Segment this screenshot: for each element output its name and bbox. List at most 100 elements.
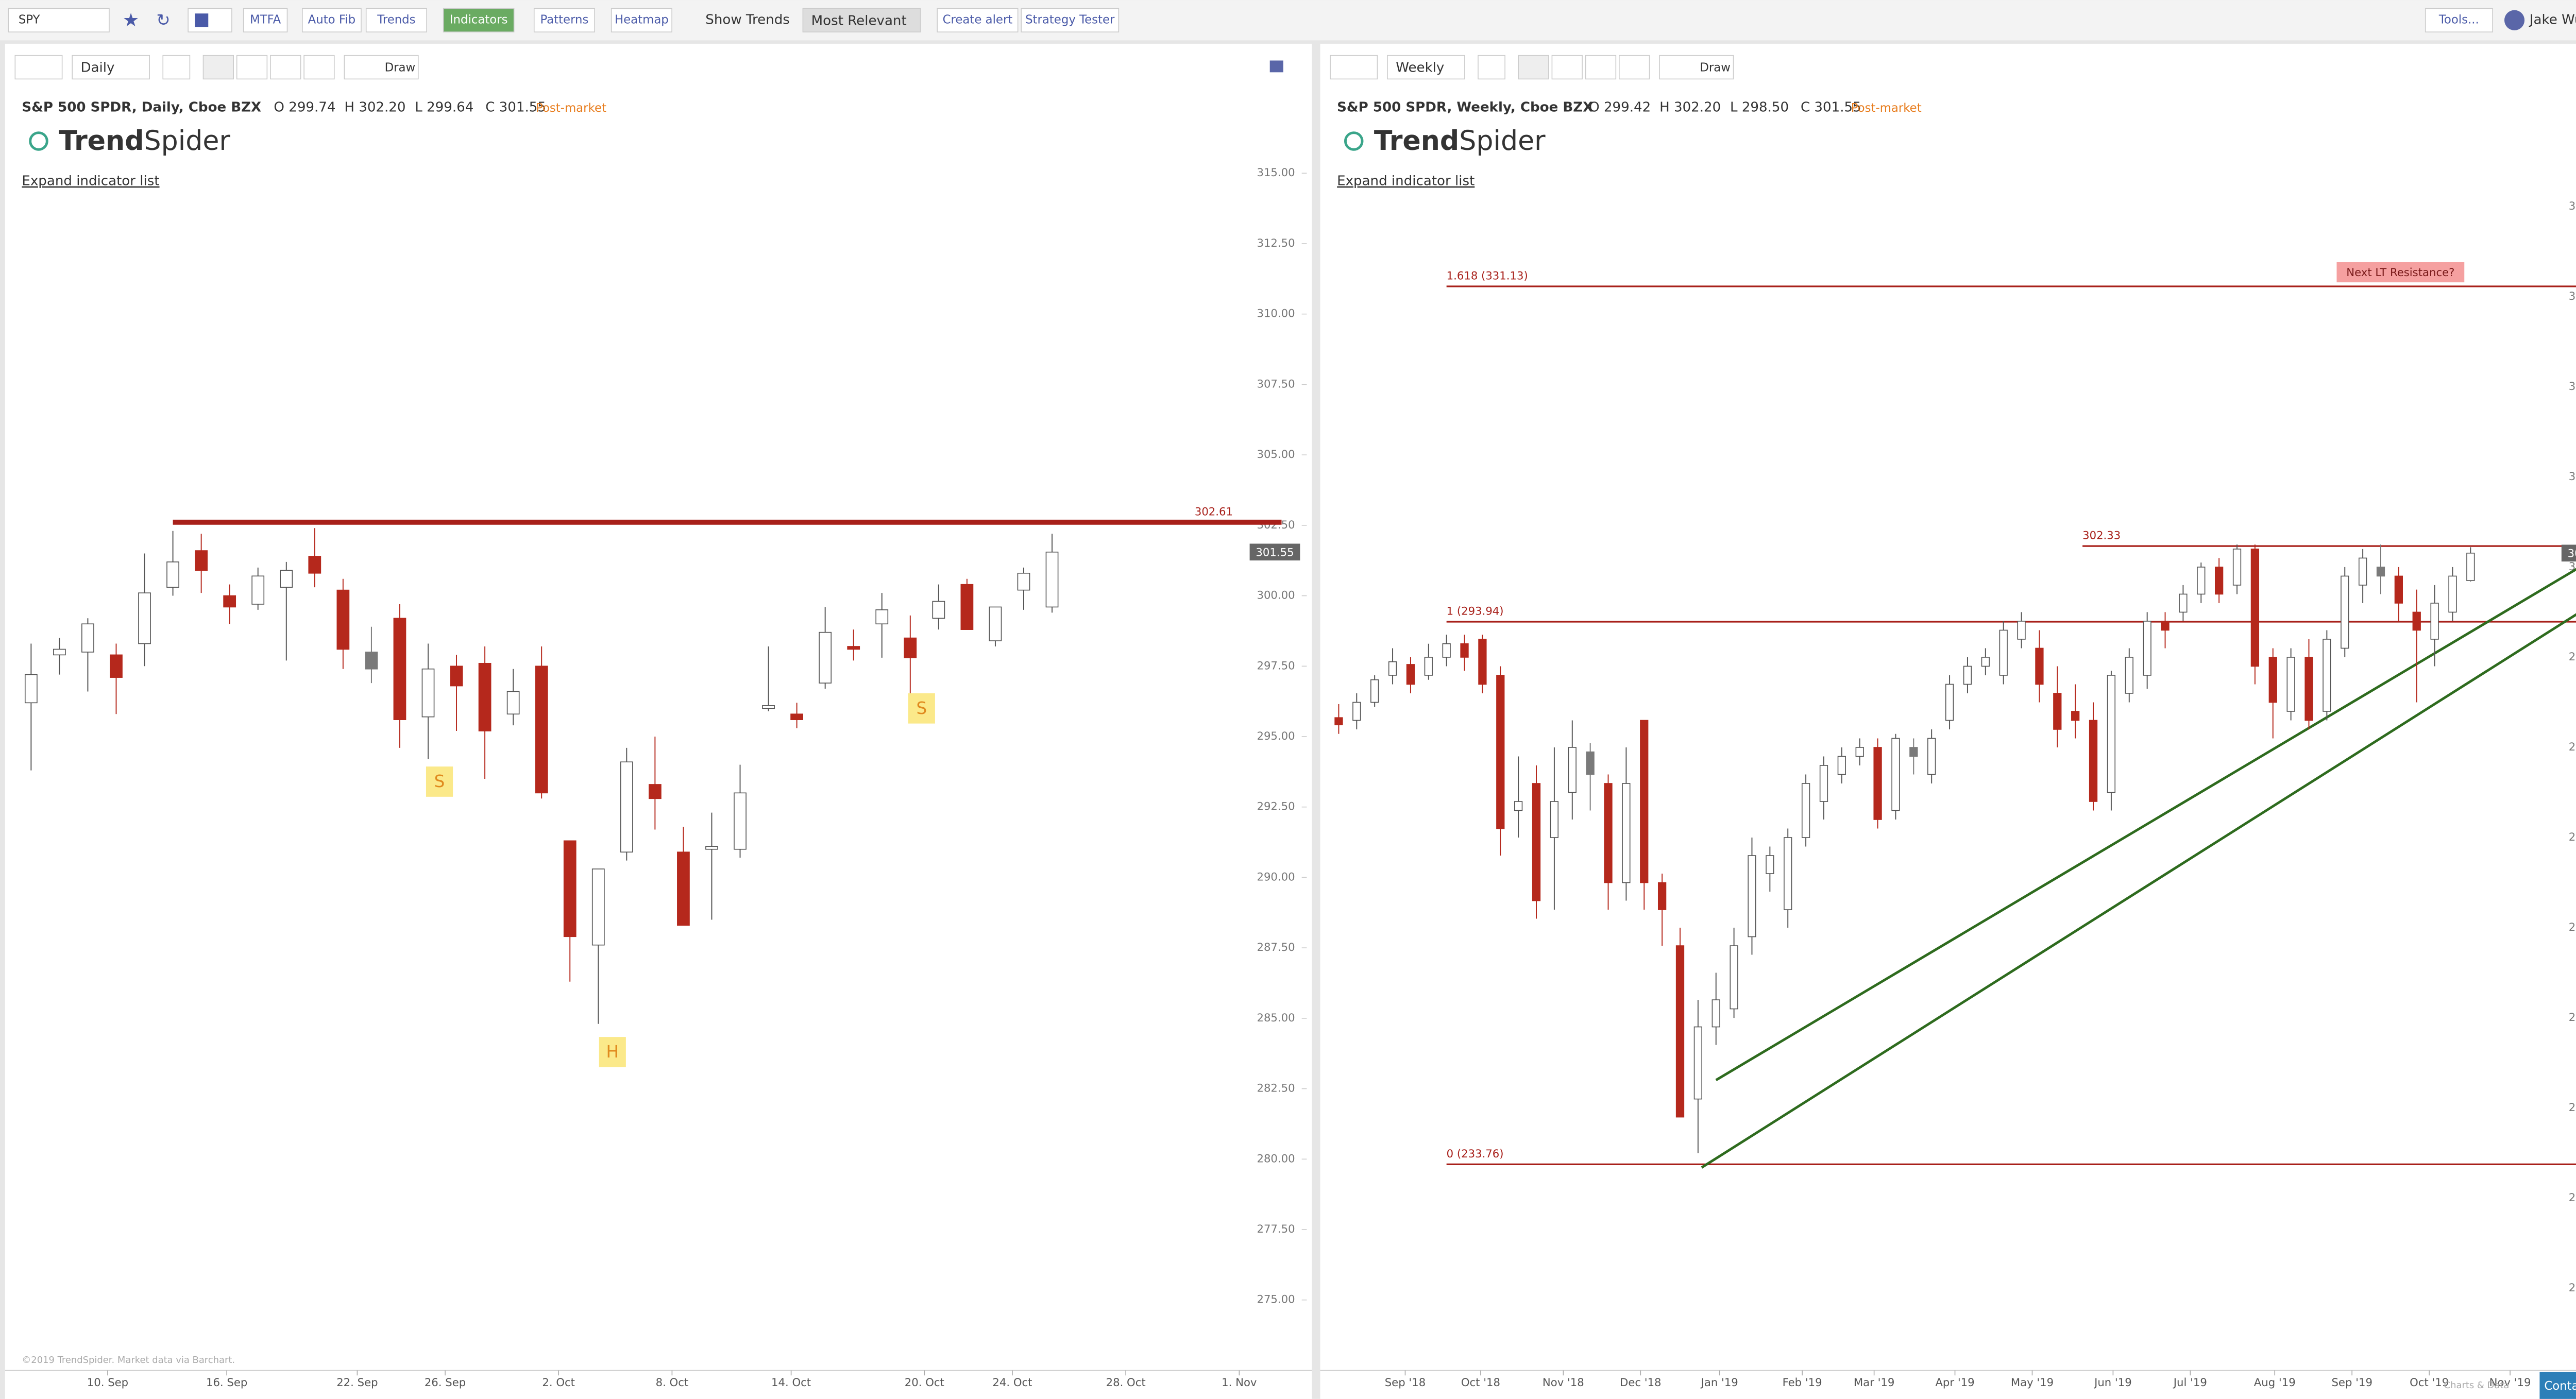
level-label: 0 (233.76) — [1447, 1147, 1504, 1160]
candle-body — [2017, 621, 2026, 640]
y-tick-label: 220.00 — [2569, 1281, 2576, 1294]
tool-button[interactable] — [1619, 55, 1650, 80]
toolbar — [0, 0, 2576, 41]
candle-body — [393, 618, 406, 720]
candle-body — [1496, 675, 1505, 829]
candle-body — [280, 570, 293, 588]
candle-body — [1748, 855, 1756, 937]
candle-body — [1640, 720, 1649, 883]
settings-button[interactable] — [1478, 55, 1505, 80]
y-tick-label: 315.00 — [1257, 166, 1295, 179]
chart-type-button[interactable] — [14, 55, 63, 80]
candle-body — [251, 575, 265, 605]
level-label: 302.61 — [1195, 505, 1233, 518]
candle-body — [1514, 801, 1523, 811]
expand-indicators[interactable]: Expand indicator list — [1337, 174, 1475, 189]
tool-button[interactable] — [202, 55, 234, 80]
y-tick-label: 230.00 — [2569, 1191, 2576, 1204]
candle-body — [960, 584, 974, 630]
y-tick-label: 240.00 — [2569, 1101, 2576, 1114]
symbol-input[interactable] — [8, 8, 110, 32]
toolbar-action-label: Strategy Tester — [1025, 13, 1115, 27]
candle-body — [24, 674, 38, 704]
expand-indicators[interactable]: Expand indicator list — [22, 174, 159, 189]
x-tick-label: Aug '19 — [2254, 1376, 2296, 1389]
candle-body — [53, 649, 66, 656]
tool-button[interactable] — [1518, 55, 1549, 80]
toolbar-button-label: Auto Fib — [308, 13, 355, 27]
tool-button[interactable] — [236, 55, 268, 80]
toolbar-button[interactable] — [611, 8, 672, 32]
refresh-icon[interactable]: ↻ — [156, 10, 170, 30]
star-icon[interactable]: ★ — [123, 10, 139, 31]
y-tick-label: 280.00 — [2569, 740, 2576, 753]
interval-label: Weekly — [1396, 60, 1444, 76]
toolbar-button[interactable] — [533, 8, 595, 32]
contact-label: Contact us — [2544, 1379, 2576, 1393]
contact-button[interactable] — [2539, 1372, 2576, 1399]
show-trends-label: Show Trends — [705, 12, 790, 28]
tool-button[interactable] — [1551, 55, 1583, 80]
y-tick-label: 275.00 — [1257, 1293, 1295, 1306]
draw-button[interactable] — [344, 55, 419, 80]
last-price-box — [1249, 543, 1300, 561]
candle-body — [677, 851, 690, 926]
x-tick-label: Sep '19 — [2331, 1376, 2372, 1389]
x-tick-label: 22. Sep — [336, 1376, 378, 1389]
pattern-label: H — [606, 1042, 619, 1062]
candle-body — [195, 550, 208, 571]
toolbar-button-label: Trends — [377, 13, 415, 27]
candle-body — [336, 589, 350, 650]
ohlc-value: H 302.20 — [1659, 99, 1721, 115]
session: Post-market — [1851, 101, 1922, 115]
pattern-marker — [426, 766, 453, 797]
ohlc-value: L 299.64 — [415, 99, 473, 115]
toolbar-button[interactable] — [302, 8, 362, 32]
x-tick-label: Jan '19 — [1700, 1376, 1738, 1389]
interval-select[interactable] — [72, 55, 150, 80]
candle-body — [1873, 747, 1882, 820]
toolbar-button[interactable] — [443, 8, 515, 32]
toolbar-action[interactable] — [1021, 8, 1120, 32]
screenshot-button[interactable] — [1269, 60, 1283, 73]
candle-body — [1927, 738, 1936, 775]
candle-body — [1981, 657, 1990, 667]
y-tick-label: 300.00 — [1257, 589, 1295, 602]
candle-body — [2466, 552, 2475, 581]
candle-body — [1045, 551, 1059, 608]
candle-body — [2143, 621, 2151, 676]
y-tick-label: 282.50 — [1257, 1082, 1295, 1095]
candle-body — [1388, 661, 1397, 676]
toolbar-button[interactable] — [243, 8, 288, 32]
last-price-label: 301.55 — [1256, 545, 1294, 558]
tools-button[interactable] — [2425, 8, 2493, 32]
x-tick-label: 28. Oct — [1106, 1376, 1146, 1389]
sort-label: Most Relevant — [811, 13, 907, 28]
candle-body — [2376, 567, 2385, 577]
candle-body — [2161, 621, 2170, 631]
tool-button[interactable] — [303, 55, 335, 80]
sort-select[interactable] — [802, 8, 921, 32]
candle-body — [1801, 783, 1810, 838]
toolbar-action[interactable] — [937, 8, 1019, 32]
chart-type-button[interactable] — [1330, 55, 1378, 80]
candle-body — [705, 846, 718, 850]
candle-body — [2412, 611, 2421, 631]
x-tick-label: 2. Oct — [542, 1376, 575, 1389]
toolbar-button[interactable] — [365, 8, 427, 32]
logo: TrendSpider — [59, 126, 230, 157]
interval-select[interactable] — [1387, 55, 1465, 80]
tool-button[interactable] — [270, 55, 301, 80]
level-label: 1.618 (331.13) — [1447, 269, 1528, 282]
tool-button[interactable] — [1585, 55, 1617, 80]
symbol: SPY — [19, 13, 40, 27]
draw-button[interactable] — [1659, 55, 1734, 80]
layout-button[interactable] — [188, 8, 232, 32]
candle-body — [1819, 765, 1828, 802]
toolbar-action-label: Create alert — [943, 13, 1013, 27]
user-avatar[interactable] — [2504, 10, 2525, 30]
candle-body — [2358, 557, 2367, 586]
symbol-title: S&P 500 SPDR, Daily, Cboe BZX — [22, 99, 261, 115]
settings-button[interactable] — [162, 55, 191, 80]
